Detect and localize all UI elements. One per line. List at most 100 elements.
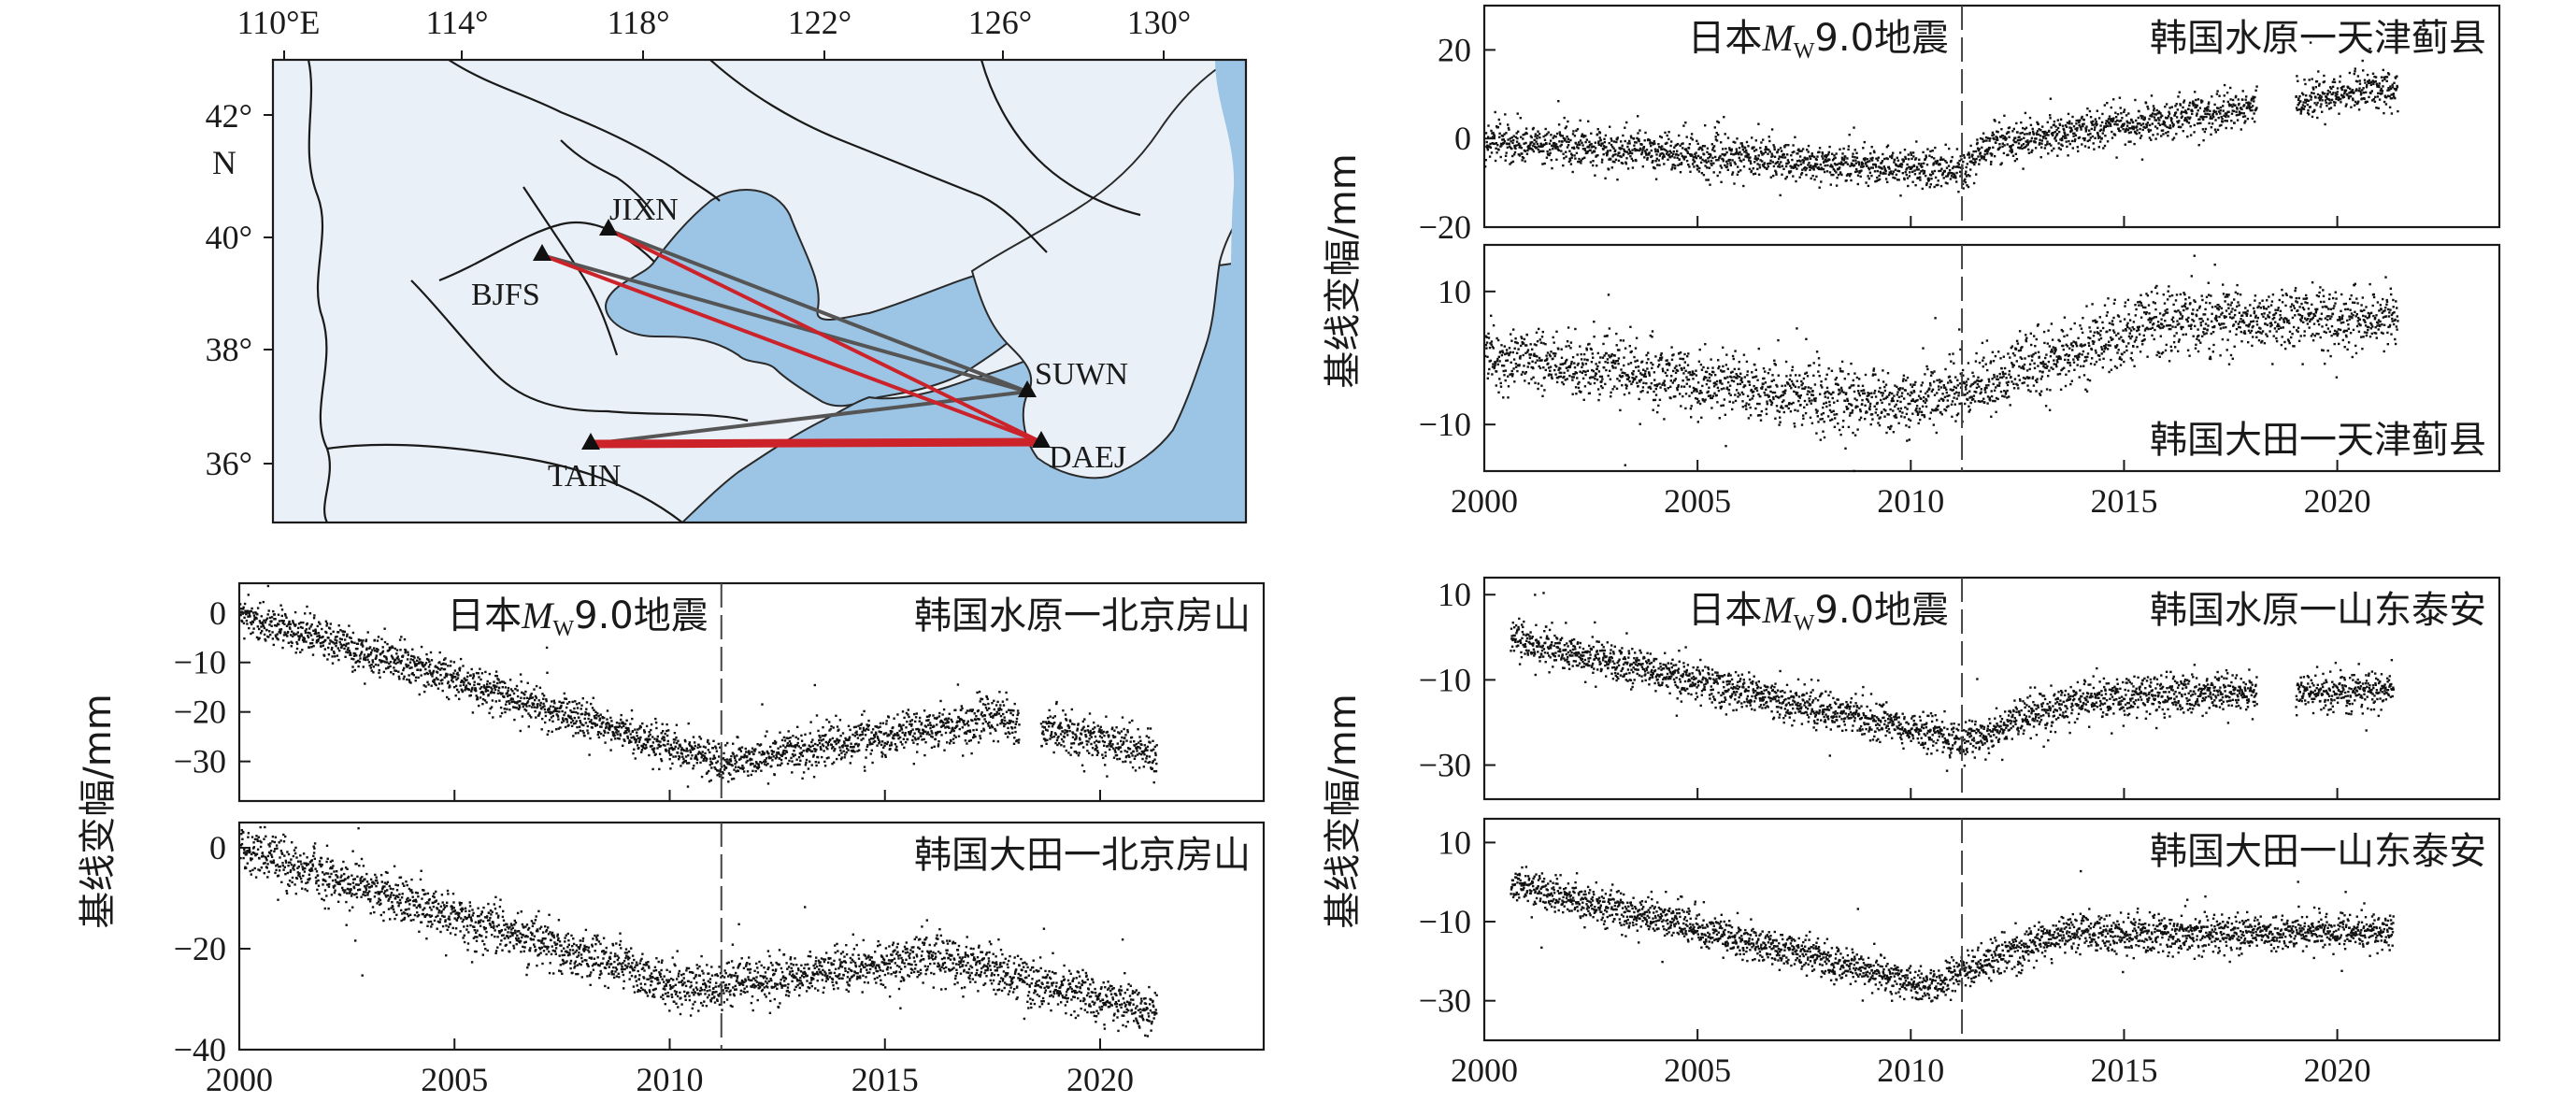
data-point <box>2010 376 2012 379</box>
data-point <box>1666 368 1669 372</box>
data-point <box>1545 354 1548 357</box>
data-point <box>2191 312 2195 316</box>
data-point <box>1554 147 1557 150</box>
data-point <box>1490 314 1493 317</box>
data-point <box>1839 172 1842 175</box>
data-point <box>1676 150 1679 152</box>
data-point <box>2378 85 2381 89</box>
data-point <box>2332 296 2335 300</box>
data-point <box>2160 135 2163 137</box>
data-point <box>1899 194 1902 197</box>
data-point <box>1984 391 1987 394</box>
data-point <box>1601 386 1604 390</box>
data-point <box>1815 163 1819 165</box>
data-point <box>1504 352 1507 356</box>
data-point <box>1689 408 1693 410</box>
data-point <box>1943 408 1946 411</box>
data-point <box>1528 356 1532 359</box>
data-point <box>2000 376 2004 379</box>
data-point <box>2210 332 2212 336</box>
data-point <box>2240 111 2243 115</box>
data-point <box>2304 101 2308 104</box>
data-point <box>1999 136 2003 138</box>
data-point <box>1794 408 1796 411</box>
data-point <box>2078 355 2081 359</box>
data-point <box>2175 332 2178 335</box>
data-point <box>1733 367 1736 371</box>
data-point <box>1554 352 1557 355</box>
data-point <box>2085 113 2088 117</box>
data-point <box>1815 411 1818 414</box>
data-point <box>2214 119 2217 122</box>
data-point <box>2003 114 2006 117</box>
data-point <box>1920 384 1923 387</box>
data-point <box>1739 382 1742 385</box>
data-point <box>2094 126 2097 129</box>
data-point <box>1650 362 1653 365</box>
data-point <box>1917 394 1921 397</box>
data-point <box>1708 152 1710 155</box>
data-point <box>2236 305 2239 308</box>
data-point <box>2320 103 2323 106</box>
data-point <box>1857 384 1860 387</box>
data-point <box>2093 363 2097 366</box>
data-point <box>1603 140 1607 144</box>
data-point <box>2269 304 2273 307</box>
data-point <box>1794 425 1796 428</box>
data-point <box>2118 357 2121 360</box>
data-point <box>2366 84 2368 87</box>
data-point <box>1991 131 1995 135</box>
data-point <box>2048 345 2051 348</box>
data-point <box>1925 365 1928 368</box>
data-point <box>2347 94 2350 98</box>
data-point <box>1769 390 1772 394</box>
data-point <box>2112 98 2115 101</box>
data-point <box>2110 368 2113 371</box>
data-point <box>2065 343 2068 346</box>
data-point <box>2163 302 2167 305</box>
data-point <box>2320 312 2324 315</box>
data-point <box>1955 413 1959 417</box>
data-point <box>1713 126 1716 129</box>
data-point <box>2008 369 2011 373</box>
data-point <box>1978 361 1982 365</box>
data-point <box>1703 160 1706 163</box>
data-point <box>2261 330 2265 333</box>
data-point <box>1595 372 1598 376</box>
data-point <box>1983 387 1987 390</box>
data-point <box>1639 379 1643 381</box>
data-point <box>2035 390 2038 393</box>
data-point <box>2353 104 2356 107</box>
data-point <box>1889 427 1892 431</box>
data-point <box>2202 115 2206 119</box>
data-point <box>2042 136 2045 139</box>
data-point <box>1626 142 1629 145</box>
data-point <box>1510 373 1513 376</box>
data-point <box>1714 374 1717 377</box>
data-point <box>1925 182 1928 185</box>
data-point <box>1627 392 1631 394</box>
data-point <box>2214 305 2217 308</box>
data-point <box>2330 335 2333 337</box>
data-point <box>1507 138 1510 141</box>
data-point <box>1900 415 1903 418</box>
data-point <box>2066 345 2069 348</box>
data-point <box>2327 308 2330 310</box>
data-point <box>1708 373 1711 376</box>
data-point <box>1669 379 1672 382</box>
data-point <box>1688 371 1692 374</box>
data-point <box>1659 152 1662 155</box>
data-point <box>1815 432 1818 435</box>
data-point <box>1496 338 1500 342</box>
data-point <box>1977 149 1980 152</box>
data-point <box>1773 155 1777 158</box>
data-point <box>1572 130 1575 133</box>
data-point <box>2335 297 2338 300</box>
data-point <box>1538 150 1540 153</box>
data-point <box>2010 145 2012 148</box>
data-point <box>1880 398 1882 402</box>
data-point <box>2191 112 2194 115</box>
data-point <box>1868 166 1870 169</box>
data-point <box>1606 358 1610 361</box>
